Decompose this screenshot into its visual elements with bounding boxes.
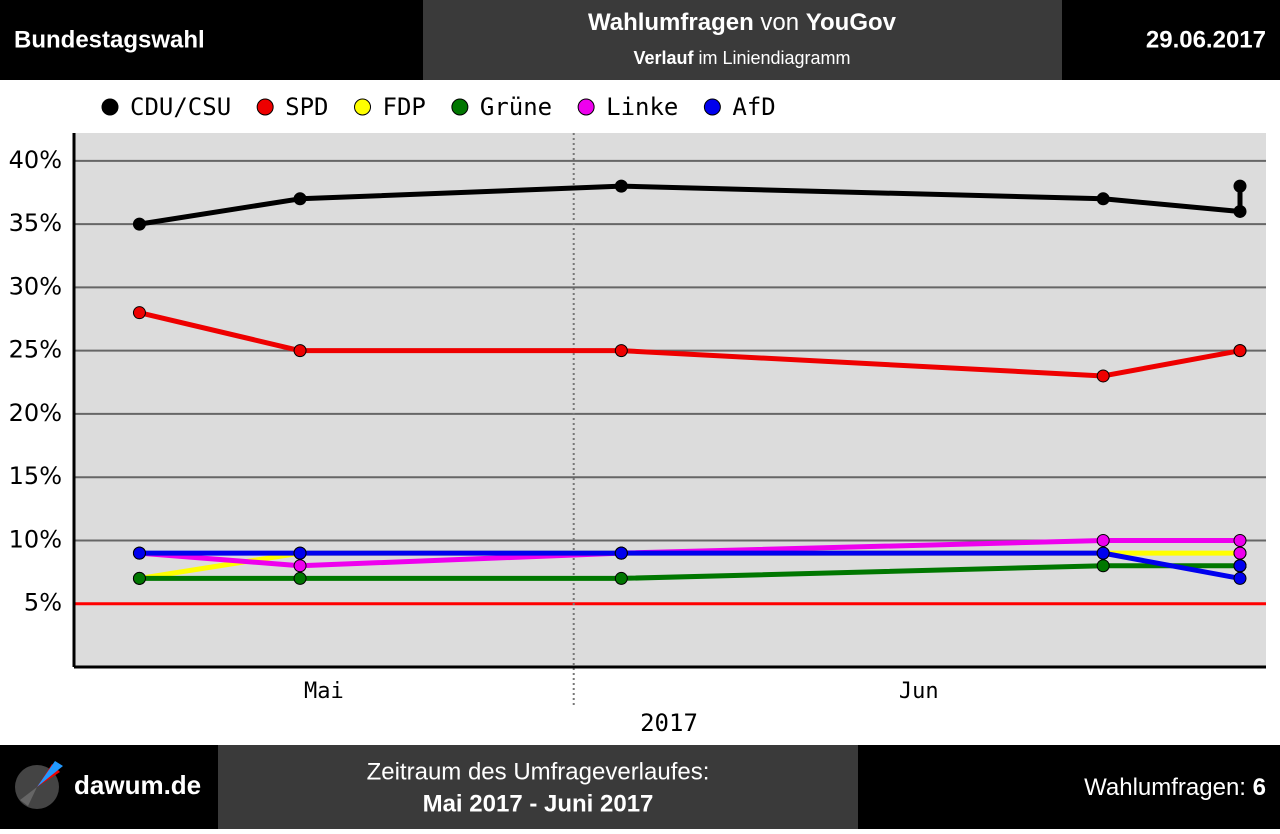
data-point: [1096, 559, 1110, 573]
data-point: [132, 571, 146, 585]
data-point: [293, 192, 307, 206]
data-point: [293, 344, 307, 358]
x-tick-label: Mai: [304, 679, 344, 704]
header-date: 29.06.2017: [1146, 26, 1266, 53]
y-tick-label: 40%: [9, 146, 62, 174]
y-tick-label: 20%: [9, 399, 62, 427]
data-point: [1096, 533, 1110, 547]
footer-count: Wahlumfragen: 6: [1084, 774, 1266, 801]
data-point: [293, 559, 307, 573]
data-point: [1233, 204, 1247, 218]
title-part: von: [760, 9, 799, 36]
data-point: [293, 546, 307, 560]
y-tick-label: 25%: [9, 336, 62, 364]
data-point: [1233, 179, 1247, 193]
data-point: [132, 306, 146, 320]
header-right-bg: [1062, 0, 1280, 80]
data-point: [1096, 192, 1110, 206]
data-point: [614, 571, 628, 585]
data-point: [132, 217, 146, 231]
legend-label: AfD: [732, 93, 775, 121]
footer-period-label: Zeitraum des Umfrageverlaufes:: [367, 758, 710, 785]
data-point: [1233, 533, 1247, 547]
legend-marker: [256, 98, 274, 116]
data-point: [614, 179, 628, 193]
y-tick-label: 10%: [9, 525, 62, 553]
y-tick-label: 30%: [9, 272, 62, 300]
data-point: [1233, 546, 1247, 560]
legend-label: FDP: [383, 93, 426, 121]
legend-marker: [577, 98, 595, 116]
data-point: [1233, 344, 1247, 358]
header-left: Bundestagswahl: [14, 26, 205, 53]
legend-label: Linke: [606, 93, 678, 121]
header-left-bg: [0, 0, 423, 80]
legend-marker: [354, 98, 372, 116]
legend-marker: [101, 98, 119, 116]
legend-label: Grüne: [480, 93, 552, 121]
data-point: [1096, 369, 1110, 383]
legend-label: CDU/CSU: [130, 93, 231, 121]
data-point: [614, 546, 628, 560]
legend-label: SPD: [285, 93, 328, 121]
x-axis-label: 2017: [640, 709, 698, 737]
logo: [15, 761, 63, 809]
plot-bg: [74, 133, 1266, 667]
data-point: [614, 344, 628, 358]
title-part: YouGov: [806, 9, 897, 36]
header-title: Wahlumfragen von YouGov: [588, 9, 897, 36]
footer-site: dawum.de: [74, 770, 201, 800]
count: 6: [1253, 774, 1266, 801]
subtitle-part: im Liniendiagramm: [698, 48, 850, 68]
header-mid-bg: [423, 0, 1062, 80]
y-tick-label: 5%: [24, 589, 62, 617]
data-point: [1096, 546, 1110, 560]
data-point: [1233, 559, 1247, 573]
footer-mid-bg: [218, 745, 858, 829]
legend-marker: [451, 98, 469, 116]
data-point: [1233, 571, 1247, 585]
title-part: Wahlumfragen: [588, 9, 754, 36]
header-subtitle: Verlauf im Liniendiagramm: [633, 48, 850, 68]
data-point: [132, 546, 146, 560]
subtitle-part: Verlauf: [633, 48, 694, 68]
footer-period: Mai 2017 - Juni 2017: [423, 790, 654, 817]
count-label: Wahlumfragen:: [1084, 774, 1246, 801]
data-point: [293, 571, 307, 585]
y-tick-label: 35%: [9, 209, 62, 237]
legend-marker: [703, 98, 721, 116]
footer-right-bg: [858, 745, 1280, 829]
y-tick-label: 15%: [9, 462, 62, 490]
x-tick-label: Jun: [899, 679, 939, 704]
